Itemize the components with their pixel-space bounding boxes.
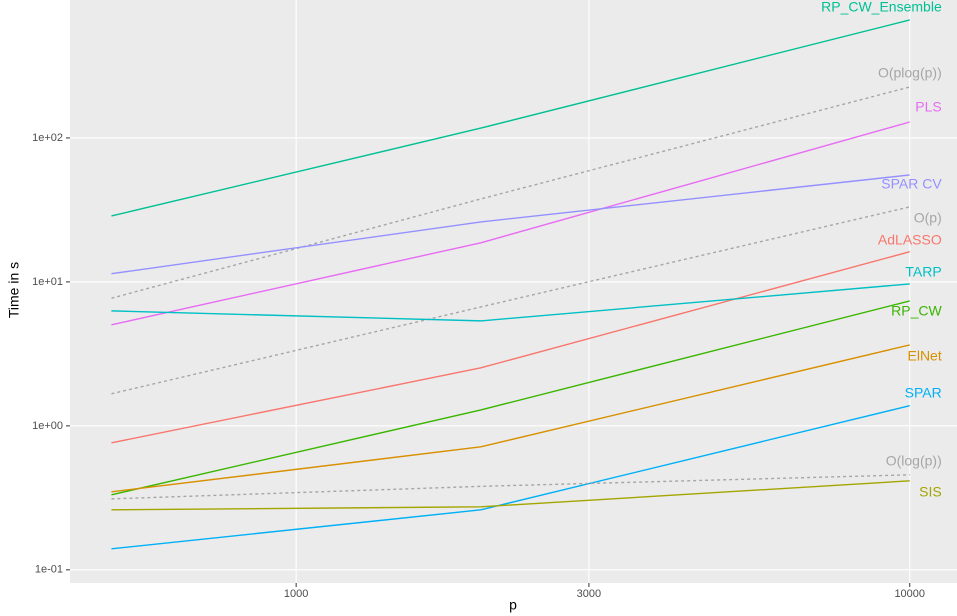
y-tick-label: 1e+01 xyxy=(32,276,63,288)
series-line xyxy=(111,174,910,275)
series-label: PLS xyxy=(915,99,941,115)
x-tick-label: 3000 xyxy=(577,588,601,600)
series-label: RP_CW_Ensemble xyxy=(821,0,942,15)
series-line xyxy=(111,474,910,500)
x-tick-label: 10000 xyxy=(894,588,925,600)
series-line xyxy=(111,19,910,217)
series-line xyxy=(111,480,910,511)
series-label: O(plog(p)) xyxy=(878,65,942,81)
series-line xyxy=(111,206,910,395)
series-line xyxy=(111,405,910,550)
x-axis-title: p xyxy=(509,597,517,613)
x-tick-label: 1000 xyxy=(284,588,308,600)
series-label: TARP xyxy=(905,264,941,280)
series-line xyxy=(111,86,910,299)
series-label: O(p) xyxy=(914,210,942,226)
series-line xyxy=(111,344,910,493)
series-label: SIS xyxy=(919,484,942,500)
series-line xyxy=(111,121,910,326)
series-line xyxy=(111,283,910,322)
series-label: O(log(p)) xyxy=(886,453,942,469)
series-label: SPAR CV xyxy=(881,176,942,192)
series-line xyxy=(111,300,910,496)
y-axis-title: Time in s xyxy=(6,262,22,318)
y-tick-label: 1e+02 xyxy=(32,132,63,144)
series-line xyxy=(111,251,910,444)
series-label: RP_CW xyxy=(891,303,942,319)
series-label: ElNet xyxy=(908,348,942,364)
y-tick-label: 1e+00 xyxy=(32,420,63,432)
series-label: SPAR xyxy=(905,384,942,400)
series-label: AdLASSO xyxy=(878,231,942,247)
y-tick-label: 1e-01 xyxy=(35,564,63,576)
